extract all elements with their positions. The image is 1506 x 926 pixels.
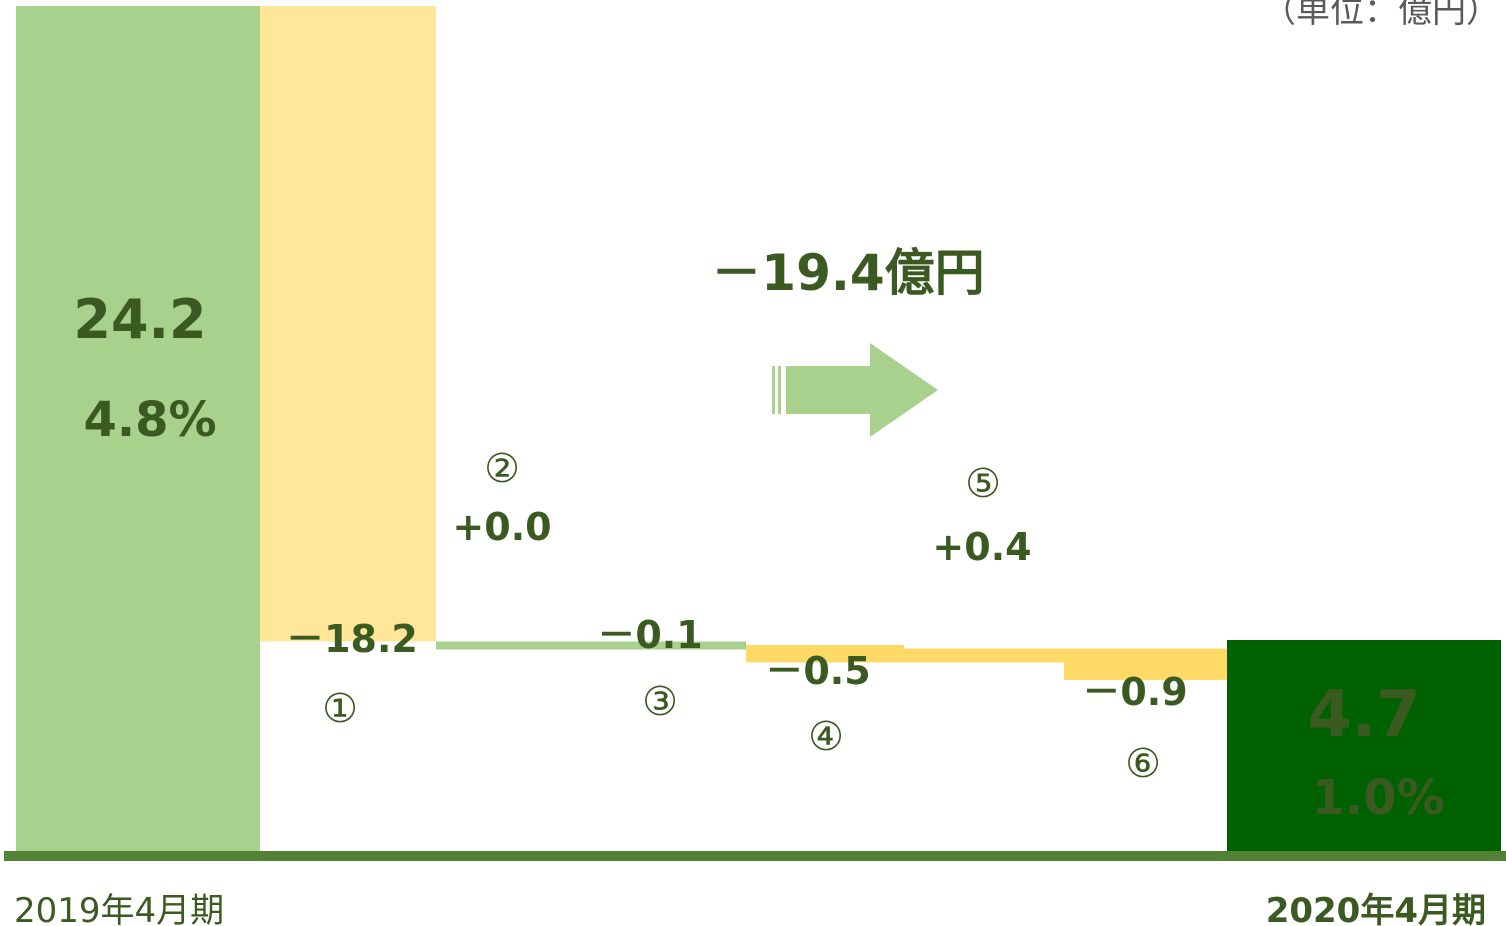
step-3-marker: ③ — [642, 679, 678, 725]
step-3-value-label: －0.1 — [597, 613, 702, 657]
unit-label: （単位：億円） — [1262, 0, 1500, 31]
end-category-label: 2020年4月期 — [1266, 891, 1486, 926]
step-bar-1 — [260, 6, 436, 642]
step-bar-5 — [904, 648, 1064, 663]
step-5-value-label: +0.4 — [932, 525, 1031, 569]
end-bar — [1227, 640, 1501, 851]
step-bar-4 — [746, 644, 904, 663]
total-change-label: －19.4億円 — [711, 244, 984, 302]
end-margin-label: 1.0% — [1311, 770, 1444, 826]
step-6-marker: ⑥ — [1125, 741, 1161, 787]
end-value-label: 4.7 — [1307, 678, 1420, 752]
step-5-marker: ⑤ — [965, 461, 1001, 507]
baseline-axis — [4, 851, 1506, 861]
bars-layer — [16, 6, 1501, 851]
step-bar-3 — [436, 641, 746, 650]
step-1-marker: ① — [322, 686, 358, 732]
step-2-value-label: +0.0 — [452, 505, 551, 549]
start-bar — [16, 6, 260, 851]
step-1-value-label: －18.2 — [286, 617, 418, 661]
step-4-value-label: －0.5 — [765, 649, 870, 693]
trend-arrow-icon — [772, 343, 938, 437]
step-4-marker: ④ — [808, 714, 844, 760]
start-value-label: 24.2 — [73, 288, 206, 351]
start-margin-label: 4.8% — [83, 392, 216, 448]
step-2-marker: ② — [484, 446, 520, 492]
labels-layer: 24.2 4.8% －18.2 ① +0.0 ② －0.1 ③ －0.5 ④ +0.4 ⑤ －0.9 ⑥ 4… — [73, 288, 1444, 826]
start-category-label: 2019年4月期 — [14, 891, 224, 926]
step-bar-6 — [1064, 648, 1227, 680]
step-6-value-label: －0.9 — [1082, 670, 1187, 714]
